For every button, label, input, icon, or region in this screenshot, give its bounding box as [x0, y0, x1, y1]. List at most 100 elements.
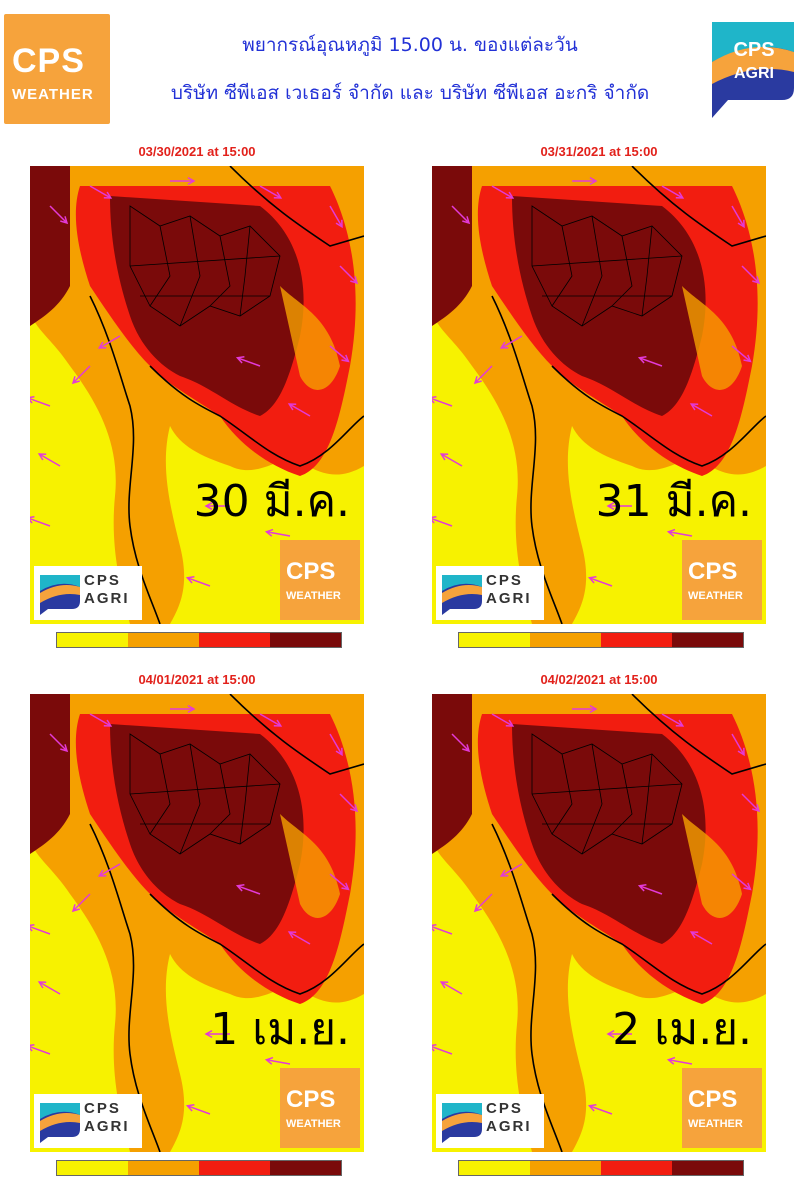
cps-agri-small-icon: [40, 575, 80, 615]
temperature-map: [30, 166, 364, 624]
cps-agri-small-logo: CPS AGRI: [436, 566, 544, 620]
wind-arrow: [235, 355, 261, 367]
wind-arrow: [731, 205, 745, 229]
legend-swatch: [128, 1161, 199, 1175]
legend-swatch: [128, 633, 199, 647]
legend-swatch: [459, 633, 530, 647]
map-area: 1 เม.ย. CPS AGRI CPS WEATHER: [30, 694, 364, 1152]
page-title: พยากรณ์อุณหภูมิ 15.00 น. ของแต่ละวัน: [242, 34, 578, 56]
wind-arrow: [491, 713, 515, 727]
wind-arrow: [451, 205, 471, 225]
cps-agri-small-logo: CPS AGRI: [34, 566, 142, 620]
wind-arrow: [204, 1029, 230, 1039]
wind-arrow: [259, 713, 283, 727]
wind-arrow: [30, 515, 51, 527]
legend-swatch: [270, 1161, 341, 1175]
wind-arrow: [329, 873, 350, 891]
wind-arrow: [432, 515, 453, 527]
wind-arrow: [606, 501, 632, 511]
wind-arrow: [170, 704, 196, 714]
legend-swatch: [199, 633, 270, 647]
cps-agri-small-text: CPS AGRI: [84, 1100, 130, 1136]
cps-weather-small-logo: CPS WEATHER: [280, 540, 360, 620]
cps-weather-small-sub: WEATHER: [286, 1118, 341, 1130]
wind-arrow: [572, 176, 598, 186]
wind-arrow: [432, 395, 453, 407]
day-label: 31 มี.ค.: [595, 476, 752, 527]
wind-arrow: [637, 355, 663, 367]
wind-arrow: [606, 1029, 632, 1039]
wind-arrow: [499, 335, 523, 349]
cps-agri-small-main: CPS: [84, 1100, 121, 1117]
cps-weather-small-main: CPS: [286, 1086, 336, 1113]
cps-agri-small-text: CPS AGRI: [486, 572, 532, 608]
wind-arrow: [329, 205, 343, 229]
wind-arrow: [204, 501, 230, 511]
wind-arrow: [666, 1056, 693, 1065]
wind-arrows: [432, 176, 761, 587]
wind-arrow: [170, 176, 196, 186]
legend-swatch: [601, 1161, 672, 1175]
wind-arrow: [661, 185, 685, 199]
temperature-legend: [56, 632, 342, 648]
map-area: 31 มี.ค. CPS AGRI CPS WEATHER: [432, 166, 766, 624]
cps-agri-small-sub: AGRI: [84, 1118, 130, 1135]
cps-weather-small-sub: WEATHER: [688, 1118, 743, 1130]
temperature-legend: [458, 1160, 744, 1176]
cps-weather-small-sub: WEATHER: [688, 590, 743, 602]
wind-arrow: [439, 453, 463, 467]
wind-arrow: [432, 923, 453, 935]
legend-swatch: [672, 633, 743, 647]
cps-agri-small-sub: AGRI: [84, 590, 130, 607]
wind-arrow: [587, 575, 613, 587]
wind-arrow: [37, 453, 61, 467]
wind-arrow: [259, 185, 283, 199]
legend-swatch: [459, 1161, 530, 1175]
cps-agri-small-sub: AGRI: [486, 1118, 532, 1135]
wind-arrow: [37, 981, 61, 995]
wind-arrow: [30, 1043, 51, 1055]
legend-swatch: [57, 633, 128, 647]
cps-agri-small-logo: CPS AGRI: [436, 1094, 544, 1148]
map-area: 30 มี.ค. CPS AGRI CPS WEATHER: [30, 166, 364, 624]
page-subtitle: บริษัท ซีพีเอส เวเธอร์ จำกัด และ บริษัท …: [170, 82, 650, 104]
cps-agri-small-main: CPS: [486, 1100, 523, 1117]
day-label: 2 เม.ย.: [612, 1004, 752, 1055]
wind-arrow: [329, 733, 343, 757]
cps-agri-small-main: CPS: [84, 572, 121, 589]
wind-arrow: [30, 395, 51, 407]
wind-arrow: [473, 893, 493, 913]
wind-arrow: [637, 883, 663, 895]
wind-arrow: [432, 1043, 453, 1055]
wind-arrow: [235, 883, 261, 895]
cps-weather-small-main: CPS: [688, 558, 738, 585]
cps-agri-small-text: CPS AGRI: [486, 1100, 532, 1136]
wind-arrow: [741, 265, 761, 285]
legend-swatch: [530, 633, 601, 647]
wind-arrow: [71, 365, 91, 385]
cps-weather-small-main: CPS: [688, 1086, 738, 1113]
wind-arrow: [185, 1103, 211, 1115]
wind-arrow: [572, 704, 598, 714]
wind-arrow: [89, 185, 113, 199]
cps-agri-small-icon: [40, 1103, 80, 1143]
forecast-date: 04/01/2021 at 15:00: [138, 672, 256, 687]
wind-arrow: [185, 575, 211, 587]
temperature-map: [432, 694, 766, 1152]
wind-arrow: [339, 265, 359, 285]
wind-arrows: [432, 704, 761, 1115]
wind-arrow: [287, 403, 311, 417]
legend-swatch: [270, 633, 341, 647]
cps-weather-small-logo: CPS WEATHER: [682, 540, 762, 620]
cps-agri-small-icon: [442, 575, 482, 615]
wind-arrow: [661, 713, 685, 727]
wind-arrow: [49, 733, 69, 753]
wind-arrow: [473, 365, 493, 385]
cps-agri-logo-subtext: AGRI: [734, 65, 774, 82]
cps-weather-small-logo: CPS WEATHER: [280, 1068, 360, 1148]
wind-arrow: [741, 793, 761, 813]
cps-agri-small-sub: AGRI: [486, 590, 532, 607]
legend-swatch: [601, 633, 672, 647]
temperature-legend: [458, 632, 744, 648]
wind-arrow: [339, 793, 359, 813]
